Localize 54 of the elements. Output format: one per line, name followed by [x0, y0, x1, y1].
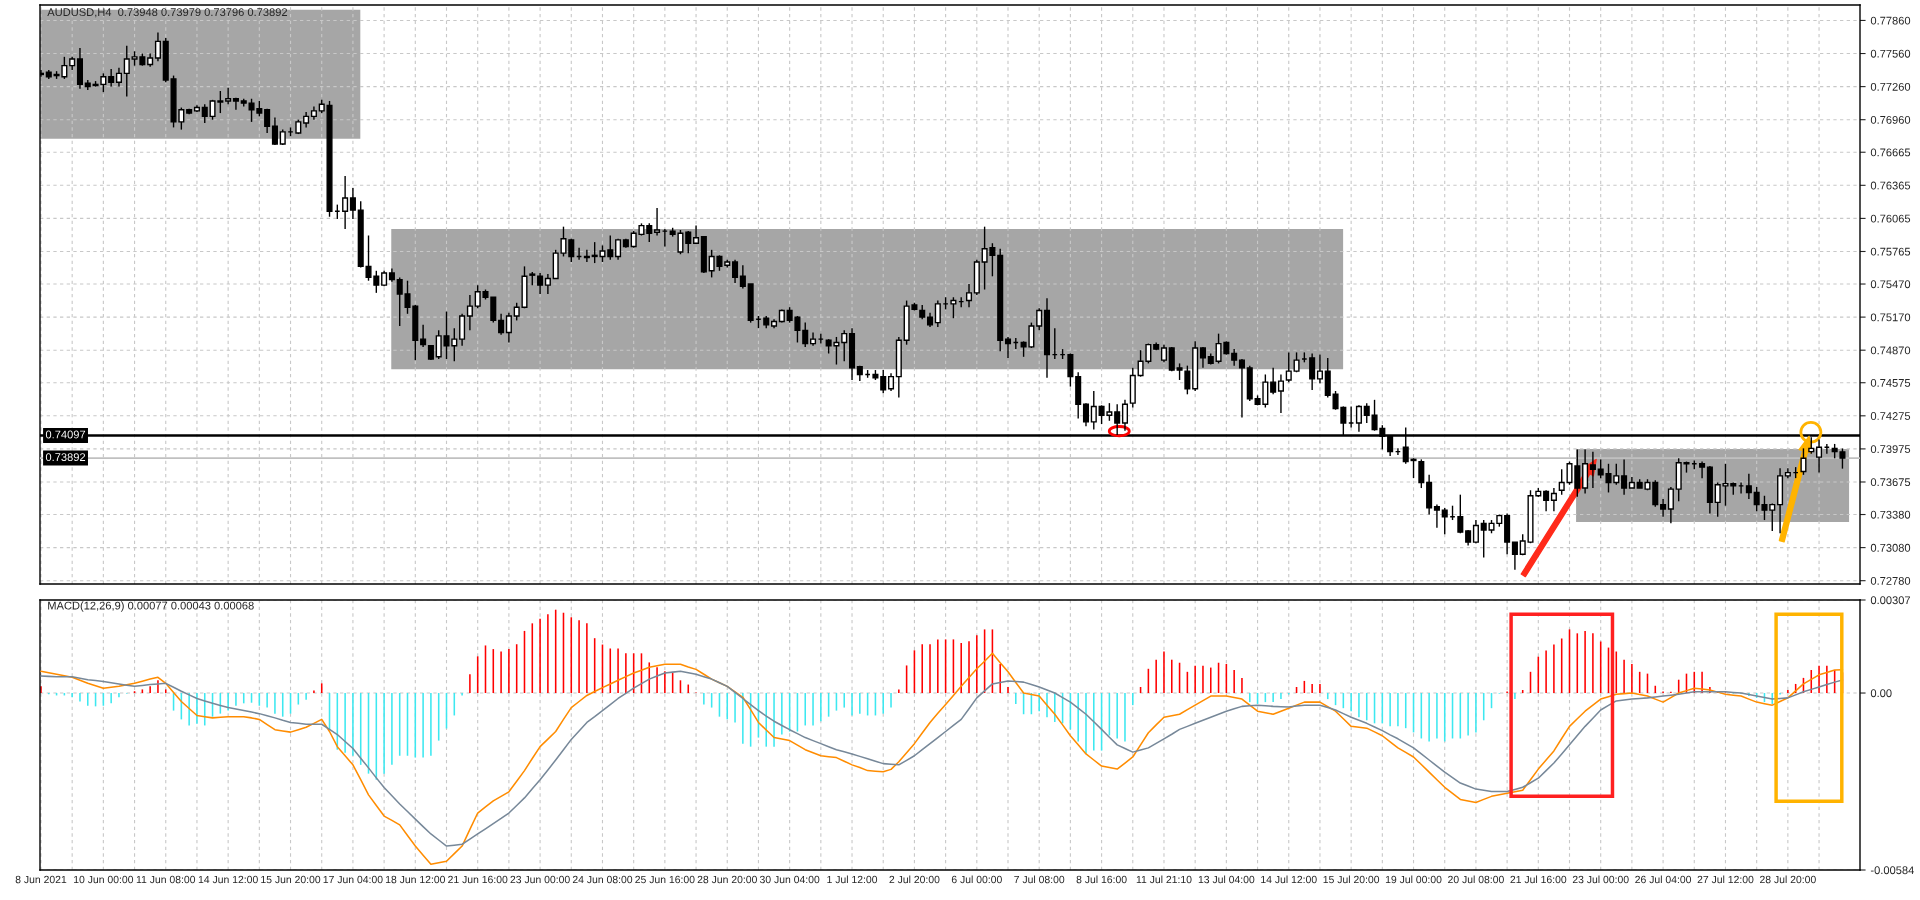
chart-title: MACD(12,26,9) 0.00077 0.00043 0.00068 — [48, 601, 254, 612]
y-tick-label: 0.75765 — [1870, 247, 1911, 256]
y-tick-label: 0.74870 — [1870, 346, 1911, 355]
x-tick-label: 11 Jul 21:10 — [1136, 875, 1192, 884]
y-tick-label: 0.76665 — [1870, 148, 1911, 157]
y-tick-label: 0.73675 — [1870, 478, 1911, 487]
y-tick-label: 0.76065 — [1870, 214, 1911, 223]
y-tick-label: 0.77260 — [1870, 82, 1911, 91]
x-tick-label: 14 Jun 12:00 — [198, 875, 258, 884]
x-tick-label: 8 Jul 16:00 — [1076, 875, 1127, 884]
x-tick-label: 23 Jul 00:00 — [1572, 875, 1629, 884]
x-tick-label: 25 Jun 16:00 — [635, 875, 695, 884]
x-tick-label: 7 Jul 08:00 — [1014, 875, 1065, 884]
x-tick-label: 10 Jun 00:00 — [74, 875, 134, 884]
x-tick-label: 28 Jul 20:00 — [1760, 875, 1816, 884]
y-tick-label: 0.74575 — [1870, 379, 1911, 387]
chart-title: AUDUSD,H4 0.73948 0.73979 0.73796 0.73892 — [47, 8, 288, 18]
x-tick-label: 15 Jun 20:00 — [261, 875, 321, 884]
y-tick-label: 0.74275 — [1870, 412, 1911, 420]
x-tick-label: 18 Jun 12:00 — [385, 875, 446, 884]
x-tick-label: 24 Jun 08:00 — [572, 875, 633, 884]
x-tick-label: 26 Jul 04:00 — [1635, 875, 1692, 884]
x-tick-label: 21 Jul 16:00 — [1510, 875, 1567, 884]
x-tick-label: 19 Jul 00:00 — [1385, 875, 1442, 884]
x-tick-label: 23 Jun 00:00 — [510, 875, 570, 884]
ref-line-label: 0.74097 — [45, 430, 86, 439]
y-tick-label: 0.00 — [1870, 689, 1892, 698]
x-tick-label: 17 Jun 04:00 — [323, 875, 383, 884]
y-tick-label: 0.76960 — [1870, 115, 1911, 124]
x-tick-label: 21 Jun 16:00 — [448, 875, 508, 884]
y-tick-label: 0.77560 — [1870, 49, 1911, 58]
x-tick-label: 28 Jun 20:00 — [697, 875, 757, 884]
x-tick-label: 30 Jun 04:00 — [759, 875, 820, 884]
x-tick-label: 8 Jun 2021 — [15, 875, 67, 884]
x-tick-label: 14 Jul 12:00 — [1261, 875, 1317, 884]
x-tick-label: 13 Jul 04:00 — [1198, 875, 1255, 884]
y-tick-label: 0.77860 — [1870, 16, 1911, 25]
y-tick-label: 0.73380 — [1870, 510, 1911, 519]
x-tick-label: 27 Jul 12:00 — [1697, 875, 1754, 884]
x-tick-label: 11 Jun 08:00 — [136, 875, 196, 884]
y-tick-label: 0.76365 — [1870, 181, 1911, 190]
y-tick-label: 0.73080 — [1870, 543, 1911, 552]
x-tick-label: 15 Jul 20:00 — [1323, 875, 1380, 884]
x-tick-label: 1 Jul 12:00 — [827, 875, 878, 884]
x-tick-label: 20 Jul 08:00 — [1448, 875, 1504, 884]
y-tick-label: 0.00307 — [1870, 596, 1911, 605]
y-tick-label: -0.00584 — [1870, 866, 1914, 875]
y-tick-label: 0.75470 — [1870, 280, 1911, 289]
x-tick-label: 6 Jul 00:00 — [951, 875, 1002, 884]
y-tick-label: 0.75170 — [1870, 313, 1911, 322]
y-tick-label: 0.73975 — [1870, 445, 1911, 454]
x-tick-label: 2 Jul 20:00 — [889, 875, 940, 884]
ref-line-label: 0.73892 — [45, 453, 86, 462]
y-tick-label: 0.72780 — [1870, 576, 1911, 585]
